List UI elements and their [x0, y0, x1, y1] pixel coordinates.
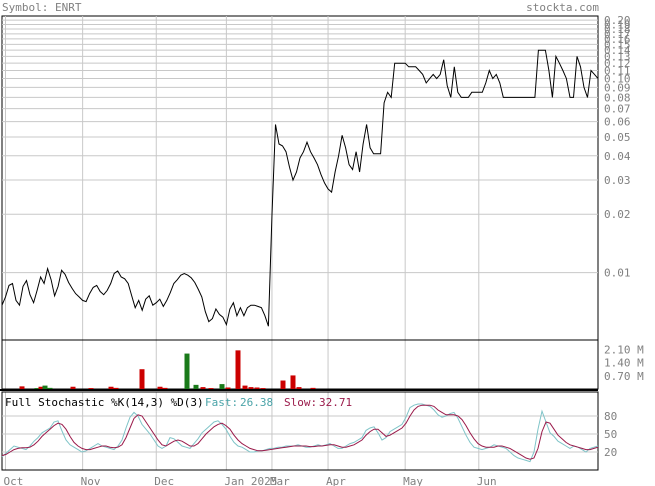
stochastic-tick-label: 20 — [604, 446, 617, 459]
volume-bar — [254, 387, 260, 389]
volume-bar — [219, 384, 225, 389]
volume-bar — [139, 369, 145, 389]
price-tick-label: 0.12 — [604, 57, 631, 70]
price-tick-label: 0.02 — [604, 208, 631, 221]
price-tick-label: 0.19 — [604, 18, 631, 31]
volume-bar — [162, 387, 168, 389]
stochastic-panel: Full Stochastic %K(14,3) %D(3) Fast: 26.… — [1, 391, 617, 471]
price-line — [1, 49, 599, 327]
x-tick-label: Mar — [270, 475, 290, 486]
price-tick-label: 0.07 — [604, 103, 631, 116]
volume-bar — [70, 386, 76, 389]
stochastic-d-line — [1, 404, 599, 460]
price-panel: 0.200.190.180.170.160.150.140.130.120.11… — [1, 14, 631, 470]
volume-bar — [248, 387, 254, 389]
volume-bar — [310, 387, 316, 389]
site-label[interactable]: stockta.com — [526, 1, 599, 14]
volume-frame — [1, 339, 599, 390]
volume-bar — [42, 385, 48, 389]
x-tick-label: Jun — [477, 475, 497, 486]
stochastic-frame — [1, 391, 599, 471]
volume-bar — [290, 375, 296, 389]
price-tick-label: 0.20 — [604, 14, 631, 27]
x-tick-label: Nov — [81, 475, 101, 486]
volume-bar — [242, 385, 248, 389]
volume-bar — [157, 386, 163, 389]
volume-bar — [38, 386, 44, 389]
volume-panel: 2.10 M1.40 M0.70 M — [0, 339, 644, 391]
stochastic-tick-label: 50 — [604, 428, 617, 441]
price-tick-label: 0.03 — [604, 174, 631, 187]
stochastic-tick-label: 80 — [604, 410, 617, 423]
volume-bar — [208, 388, 214, 389]
x-tick-label: Oct — [4, 475, 24, 486]
price-tick-label: 0.01 — [604, 267, 631, 280]
x-tick-label: Apr — [326, 475, 346, 486]
volume-bar — [260, 388, 266, 389]
price-tick-label: 0.11 — [604, 65, 631, 78]
price-tick-label: 0.14 — [604, 44, 631, 57]
volume-bar — [200, 387, 206, 389]
volume-bar — [296, 387, 302, 389]
volume-bar — [280, 380, 286, 389]
price-tick-label: 0.09 — [604, 81, 631, 94]
price-tick-label: 0.13 — [604, 50, 631, 63]
volume-bar — [88, 388, 94, 389]
price-tick-label: 0.15 — [604, 38, 631, 51]
x-tick-label: May — [403, 475, 423, 486]
stochastic-slow-value: 32.71 — [319, 396, 352, 409]
volume-tick-label: 1.40 M — [604, 357, 644, 370]
price-tick-label: 0.04 — [604, 150, 631, 163]
volume-bar — [19, 386, 25, 389]
price-tick-label: 0.10 — [604, 73, 631, 86]
x-tick-label: Jan 2025 — [224, 475, 277, 486]
stochastic-slow-label: Slow: — [284, 396, 317, 409]
price-tick-label: 0.17 — [604, 28, 631, 41]
volume-bar — [184, 353, 190, 389]
volume-bar — [193, 384, 199, 389]
stochastic-fast-value: 26.38 — [240, 396, 273, 409]
volume-bar — [113, 387, 119, 389]
price-tick-label: 0.06 — [604, 116, 631, 129]
volume-tick-label: 0.70 M — [604, 370, 644, 383]
x-tick-label: Dec — [154, 475, 174, 486]
volume-bar — [108, 386, 114, 389]
volume-bar — [235, 350, 241, 389]
volume-bar — [34, 388, 40, 389]
volume-tick-label: 2.10 M — [604, 343, 644, 356]
stochastic-fast-label: Fast: — [205, 396, 238, 409]
volume-bar — [47, 387, 53, 389]
price-tick-label: 0.16 — [604, 33, 631, 46]
price-tick-label: 0.05 — [604, 131, 631, 144]
stochastic-k-line — [1, 403, 599, 463]
stochastic-title: Full Stochastic %K(14,3) %D(3) — [5, 396, 204, 409]
price-tick-label: 0.08 — [604, 91, 631, 104]
price-tick-label: 0.18 — [604, 23, 631, 36]
volume-bar — [225, 387, 231, 389]
symbol-label: Symbol: ENRT — [2, 1, 82, 14]
